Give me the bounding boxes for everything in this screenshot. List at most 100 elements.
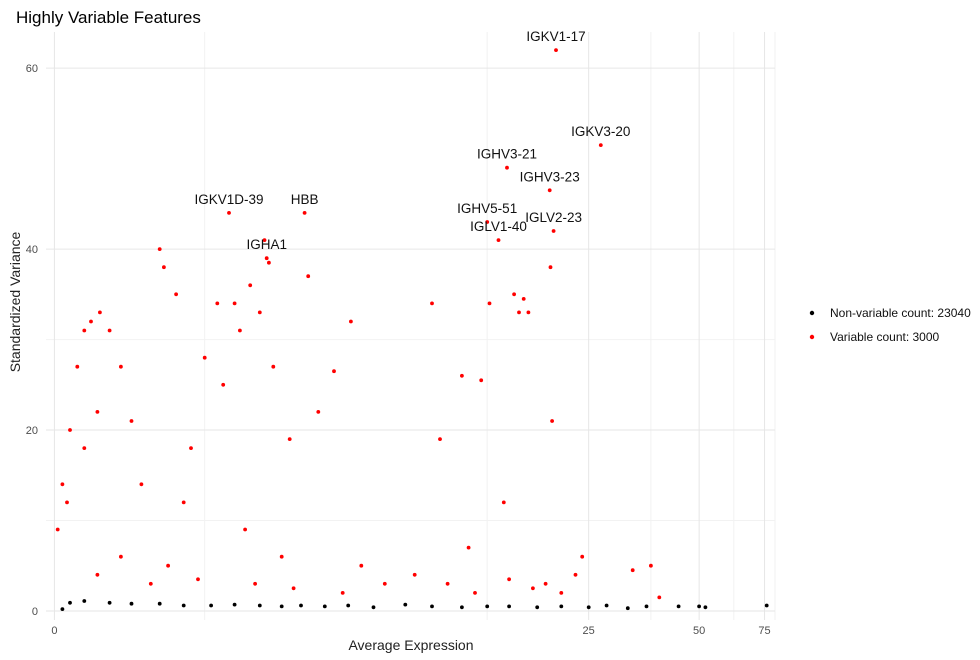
x-tick-label: 50: [693, 625, 705, 637]
gene-label: IGLV1-40: [470, 219, 527, 234]
variable-point: [382, 581, 387, 586]
variable-point: [430, 301, 434, 306]
variable-point: [196, 577, 200, 582]
x-tick-label: 25: [583, 625, 595, 637]
gene-label: IGHV3-23: [520, 169, 580, 184]
variable-point: [181, 500, 186, 505]
non-variable-point: [586, 605, 591, 610]
variable-point: [221, 382, 226, 387]
variable-point: [139, 482, 144, 487]
variable-point: [543, 581, 548, 586]
non-variable-point: [559, 604, 564, 609]
variable-point: [438, 437, 442, 441]
variable-point: [460, 373, 464, 378]
non-variable-point: [625, 606, 630, 611]
variable-point: [517, 310, 521, 315]
variable-point: [55, 527, 60, 532]
non-variable-point: [485, 604, 490, 609]
legend: Non-variable count: 23040 Variable count:…: [809, 306, 971, 344]
variable-point: [232, 301, 237, 306]
gene-label: HBB: [291, 192, 319, 207]
variable-point: [243, 527, 248, 532]
y-tick-label: 60: [26, 63, 38, 75]
variable-point: [649, 563, 653, 568]
x-tick-label: 0: [51, 625, 57, 637]
y-axis-ticks: 0 20 40 60: [26, 63, 38, 618]
variable-point: [291, 586, 296, 591]
variable-point: [505, 165, 509, 170]
non-variable-point: [279, 604, 284, 609]
variable-point: [65, 500, 69, 505]
gene-label: IGKV1-17: [526, 29, 585, 44]
y-tick-label: 40: [26, 244, 38, 256]
variable-point: [129, 419, 134, 423]
variable-point: [271, 364, 276, 369]
non-variable-point: [129, 601, 134, 606]
y-tick-label: 0: [32, 606, 38, 618]
variable-point: [60, 482, 65, 487]
variable-point: [485, 220, 490, 224]
non-variable-point: [60, 607, 65, 611]
variable-point: [479, 378, 484, 383]
non-variable-points: [60, 599, 769, 611]
gene-label: IGHV5-51: [457, 201, 517, 216]
variable-point: [82, 446, 87, 450]
non-variable-point: [299, 603, 303, 608]
non-variable-point: [644, 604, 649, 609]
legend-entry: Variable count: 3000: [830, 330, 940, 344]
variable-point: [287, 437, 292, 441]
variable-point: [302, 211, 307, 215]
variable-point: [551, 229, 556, 233]
non-variable-point: [507, 604, 511, 609]
non-variable-point: [430, 604, 434, 609]
variable-point: [359, 563, 364, 568]
variable-point: [580, 554, 585, 559]
variable-point: [174, 292, 179, 297]
non-variable-point: [209, 603, 214, 608]
gene-label: IGKV3-20: [571, 124, 630, 139]
variable-point: [248, 283, 253, 288]
variable-point: [445, 581, 450, 586]
variable-point: [306, 274, 311, 279]
variable-point: [531, 586, 535, 591]
variable-point: [82, 328, 87, 333]
non-variable-point: [68, 600, 72, 605]
non-variable-point: [697, 604, 701, 609]
y-axis-title: Standardized Variance: [7, 231, 23, 372]
non-variable-point: [604, 603, 609, 608]
grid: [46, 32, 776, 620]
y-tick-label: 20: [26, 425, 38, 437]
variable-point: [257, 310, 262, 315]
legend-key: [809, 310, 815, 316]
variable-point: [496, 238, 501, 243]
variable-point: [119, 364, 123, 369]
x-axis-ticks: 0 25 50 75: [51, 625, 770, 637]
variable-point: [98, 310, 102, 315]
variable-point: [238, 328, 242, 333]
non-variable-point: [82, 599, 87, 603]
variable-point: [340, 591, 345, 595]
non-variable-point: [460, 605, 464, 610]
gene-label: IGLV2-23: [525, 210, 582, 225]
variable-point: [507, 577, 511, 582]
variable-point: [332, 369, 336, 374]
variable-point: [487, 301, 492, 306]
variable-point: [148, 581, 153, 586]
x-axis-title: Average Expression: [348, 637, 473, 653]
variable-point: [215, 301, 220, 306]
variable-points: [55, 48, 662, 600]
variable-point: [316, 410, 321, 414]
variable-point: [573, 572, 578, 577]
variable-point: [657, 595, 662, 600]
gene-label: IGHV3-21: [477, 147, 537, 162]
non-variable-point: [371, 605, 376, 610]
x-tick-label: 75: [758, 625, 770, 637]
variable-point: [89, 319, 93, 324]
non-variable-point: [107, 600, 112, 605]
variable-point: [512, 292, 516, 297]
chart-title: Highly Variable Features: [16, 8, 201, 27]
non-variable-point: [232, 602, 237, 607]
variable-point: [162, 265, 166, 270]
variable-point: [157, 247, 162, 252]
gene-label: IGKV1D-39: [194, 192, 263, 207]
